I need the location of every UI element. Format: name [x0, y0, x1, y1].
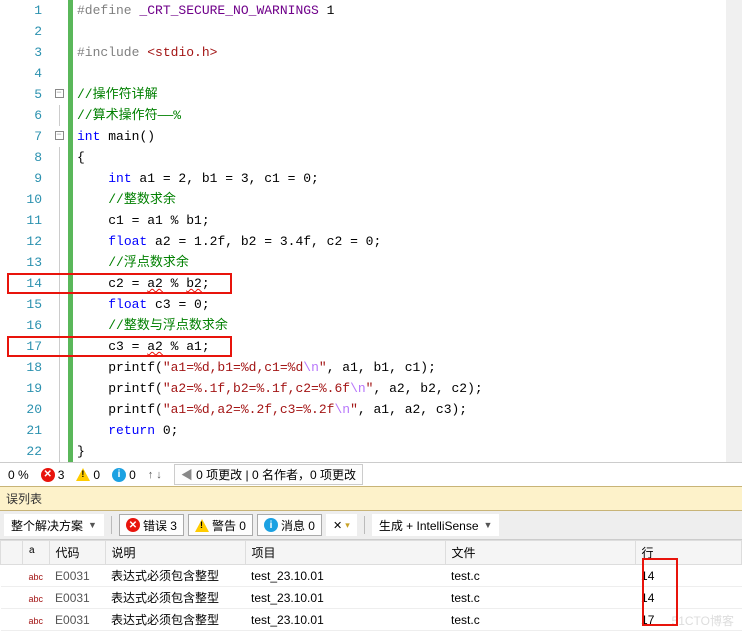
col-code[interactable]: 代码	[49, 541, 105, 565]
code-area[interactable]: #define _CRT_SECURE_NO_WARNINGS 1#includ…	[73, 0, 742, 462]
status-percent: 0 %	[8, 468, 29, 482]
status-errors[interactable]: ✕3	[41, 468, 65, 482]
warnings-filter-label: 警告 0	[212, 517, 246, 534]
grid-header-row: a 代码 说明 项目 文件 行	[1, 541, 742, 565]
nav-arrows[interactable]: ↑ ↓	[148, 469, 162, 481]
clear-filter[interactable]: ✕▾	[326, 514, 357, 536]
vertical-scrollbar[interactable]	[726, 0, 742, 462]
status-warnings[interactable]: 0	[76, 468, 100, 482]
changes-text: 0 项更改 | 0 名作者，0 项更改	[196, 468, 356, 482]
error-icon: ✕	[126, 518, 140, 532]
warning-icon	[195, 519, 209, 532]
watermark: 51CTO博客	[672, 612, 734, 629]
messages-filter[interactable]: i消息 0	[257, 514, 322, 536]
info-count: 0	[129, 468, 136, 482]
error-count: 3	[58, 468, 65, 482]
code-editor: 12345678910111213141516171819202122 −− #…	[0, 0, 742, 462]
fold-gutter[interactable]: −−	[50, 0, 68, 462]
changes-summary[interactable]: ◀ 0 项更改 | 0 名作者，0 项更改	[174, 464, 363, 485]
build-intellisense-dropdown[interactable]: 生成 + IntelliSense▼	[372, 514, 500, 536]
table-row[interactable]: abcE0031表达式必须包含整型test_23.10.01test.c14	[1, 565, 742, 587]
info-icon: i	[264, 518, 278, 532]
warning-icon	[76, 468, 90, 481]
col-desc[interactable]: 说明	[105, 541, 245, 565]
col-file[interactable]: 文件	[445, 541, 635, 565]
status-bar: 0 % ✕3 0 i0 ↑ ↓ ◀ 0 项更改 | 0 名作者，0 项更改	[0, 462, 742, 486]
table-row[interactable]: abcE0031表达式必须包含整型test_23.10.01test.c17	[1, 609, 742, 631]
col-icon[interactable]: a	[23, 541, 50, 565]
line-number-gutter: 12345678910111213141516171819202122	[0, 0, 50, 462]
highlight-line-column	[642, 558, 678, 626]
error-list-grid: a 代码 说明 项目 文件 行 abcE0031表达式必须包含整型test_23…	[0, 540, 742, 631]
warnings-filter[interactable]: 警告 0	[188, 514, 253, 536]
status-info[interactable]: i0	[112, 468, 136, 482]
build-label: 生成 + IntelliSense	[379, 517, 479, 534]
error-list-toolbar: 整个解决方案▼ ✕错误 3 警告 0 i消息 0 ✕▾ 生成 + Intelli…	[0, 511, 742, 540]
info-icon: i	[112, 468, 126, 482]
error-list-header: 误列表	[0, 486, 742, 511]
messages-filter-label: 消息 0	[281, 517, 315, 534]
error-icon: ✕	[41, 468, 55, 482]
scope-dropdown[interactable]: 整个解决方案▼	[4, 514, 104, 536]
errors-filter-label: 错误 3	[143, 517, 177, 534]
table-row[interactable]: abcE0031表达式必须包含整型test_23.10.01test.c14	[1, 587, 742, 609]
warning-count: 0	[93, 468, 100, 482]
scope-label: 整个解决方案	[11, 517, 83, 534]
errors-filter[interactable]: ✕错误 3	[119, 514, 184, 536]
col-proj[interactable]: 项目	[245, 541, 445, 565]
